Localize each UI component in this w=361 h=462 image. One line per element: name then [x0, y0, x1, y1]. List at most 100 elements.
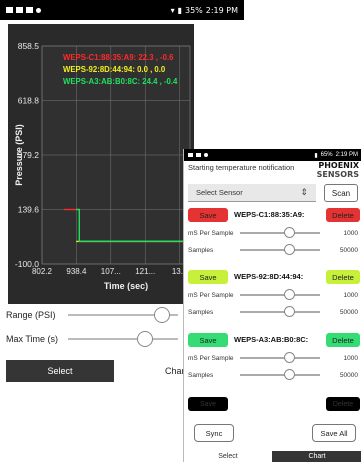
- samples-knob[interactable]: [284, 369, 296, 381]
- ms-per-sample-slider[interactable]: [240, 289, 320, 301]
- empty-slot-save-button[interactable]: Save: [188, 397, 228, 411]
- app-icon: [36, 7, 41, 13]
- app-icon: [204, 153, 208, 157]
- samples-knob[interactable]: [284, 306, 296, 318]
- scan-button[interactable]: Scan: [324, 184, 358, 202]
- sensor-id: WEPS-C1:88:35:A9:: [234, 210, 305, 219]
- select-sensor-label: Select Sensor: [196, 188, 243, 197]
- gallery-icon: [16, 7, 23, 13]
- samples-slider[interactable]: [240, 244, 320, 256]
- battery-percent: 35%: [184, 5, 203, 15]
- ms-per-sample-row: mS Per Sample 1000: [184, 226, 361, 240]
- legend-entry: WEPS-A3:AB:B0:8C: 24.4 , -0.4: [63, 77, 178, 86]
- samples-value: 50000: [339, 246, 358, 254]
- range-slider-row: Range (PSI): [0, 306, 178, 324]
- range-slider-label: Range (PSI): [6, 310, 56, 320]
- status-bar: ▾ ▮ 35% 2:19 PM: [0, 0, 244, 20]
- ms-per-sample-row: mS Per Sample 1000: [184, 351, 361, 365]
- x-tick-label: 13...: [172, 267, 188, 276]
- legend-entry: WEPS-C1:88:35:A9: 22.3 , -0.6: [63, 53, 174, 62]
- battery-percent-b: 65%: [320, 152, 333, 158]
- samples-label: Samples: [188, 371, 214, 379]
- sensor-save-button[interactable]: Save: [188, 333, 228, 347]
- ms-per-sample-knob[interactable]: [284, 227, 296, 239]
- samples-slider[interactable]: [240, 369, 320, 381]
- ms-per-sample-knob[interactable]: [284, 352, 296, 364]
- x-tick-label: 107...: [101, 267, 121, 276]
- ms-per-sample-label: mS Per Sample: [188, 229, 234, 237]
- samples-row: Samples 50000: [184, 368, 361, 382]
- wifi-icon: ▾: [170, 5, 175, 15]
- samples-label: Samples: [188, 308, 214, 316]
- samples-row: Samples 50000: [184, 305, 361, 319]
- ms-per-sample-label: mS Per Sample: [188, 291, 234, 299]
- signal-icon: ▮: [314, 152, 318, 159]
- y-tick-label: 618.8: [18, 96, 40, 106]
- sensor-delete-button[interactable]: Delete: [326, 333, 360, 347]
- samples-slider[interactable]: [240, 306, 320, 318]
- x-tick-label: 121...: [135, 267, 155, 276]
- series-line: [76, 208, 190, 243]
- range-slider[interactable]: [68, 307, 178, 323]
- sensor-delete-button[interactable]: Delete: [326, 270, 360, 284]
- y-axis-label: Pressure (PSI): [14, 124, 24, 186]
- clock-b: 2:19 PM: [335, 152, 358, 158]
- range-slider-knob[interactable]: [153, 307, 170, 323]
- sensor-save-button[interactable]: Save: [188, 270, 228, 284]
- ms-per-sample-row: mS Per Sample 1000: [184, 288, 361, 302]
- sensor-block: Save WEPS-A3:AB:B0:8C: Delete mS Per Sam…: [184, 333, 361, 419]
- pressure-chart: 858.5 618.8 379.2 139.6 -100.0 802.2 938.4 107.…: [8, 24, 194, 304]
- notification-icons: [6, 7, 41, 13]
- samples-value: 50000: [339, 371, 358, 379]
- sensor-block: Save WEPS-92:8D:44:94: Delete mS Per Sam…: [184, 270, 361, 356]
- samples-knob[interactable]: [284, 244, 296, 256]
- x-axis-label: Time (sec): [104, 281, 148, 291]
- ms-per-sample-label: mS Per Sample: [188, 354, 234, 362]
- foreground-phone-screen: ▮ 65% 2:19 PM Starting temperature notif…: [183, 149, 361, 462]
- ms-per-sample-value: 1000: [343, 291, 358, 299]
- ms-per-sample-knob[interactable]: [284, 289, 296, 301]
- tab-chart[interactable]: Chart: [164, 366, 187, 376]
- tab-chart-b[interactable]: Chart: [272, 451, 361, 462]
- ms-per-sample-value: 1000: [343, 229, 358, 237]
- gallery-icon: [196, 153, 201, 157]
- max-time-slider[interactable]: [68, 331, 178, 347]
- phoenix-sensors-logo: PHOENIX SENSORS: [309, 161, 359, 179]
- samples-row: Samples 50000: [184, 243, 361, 257]
- tab-select-b[interactable]: Select: [218, 453, 238, 460]
- ms-per-sample-slider[interactable]: [240, 227, 320, 239]
- logo-line-2: SENSORS: [316, 170, 359, 179]
- logo-line-1: PHOENIX: [318, 161, 359, 170]
- samples-label: Samples: [188, 246, 214, 254]
- sensor-delete-button[interactable]: Delete: [326, 208, 360, 222]
- select-sensor-dropdown[interactable]: Select Sensor ⇕: [188, 184, 316, 202]
- max-time-slider-row: Max Time (s): [0, 330, 178, 348]
- ms-per-sample-slider[interactable]: [240, 352, 320, 364]
- y-tick-label: -100.0: [15, 259, 39, 269]
- dropdown-arrows-icon: ⇕: [300, 187, 308, 197]
- tab-select[interactable]: Select: [6, 360, 114, 382]
- sensor-id: WEPS-A3:AB:B0:8C:: [234, 335, 309, 344]
- message-icon: [6, 7, 13, 13]
- sensor-save-button[interactable]: Save: [188, 208, 228, 222]
- legend-entry: WEPS-92:8D:44:94: 0.0 , 0.0: [63, 65, 166, 74]
- empty-slot-delete-button[interactable]: Delete: [326, 397, 360, 411]
- message-icon: [188, 153, 193, 157]
- max-time-slider-label: Max Time (s): [6, 334, 59, 344]
- sensor-id: WEPS-92:8D:44:94:: [234, 272, 304, 281]
- save-all-button[interactable]: Save All: [312, 424, 356, 442]
- email-icon: [26, 7, 33, 13]
- y-tick-label: 858.5: [18, 41, 40, 51]
- ms-per-sample-value: 1000: [343, 354, 358, 362]
- signal-icon: ▮: [177, 5, 182, 15]
- sync-button[interactable]: Sync: [194, 424, 234, 442]
- samples-value: 50000: [339, 308, 358, 316]
- notification-title: Starting temperature notification: [188, 163, 295, 172]
- sensor-block: Save WEPS-C1:88:35:A9: Delete mS Per Sam…: [184, 208, 361, 294]
- x-tick-label: 802.2: [32, 267, 53, 276]
- y-tick-label: 139.6: [18, 205, 40, 215]
- status-bar-b: ▮ 65% 2:19 PM: [184, 149, 361, 161]
- max-time-slider-knob[interactable]: [137, 331, 153, 347]
- x-tick-label: 938.4: [66, 267, 87, 276]
